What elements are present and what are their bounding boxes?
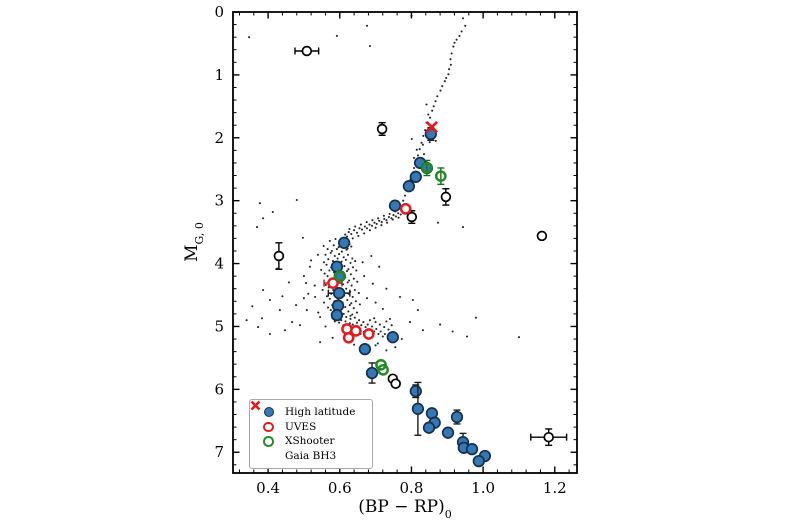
svg-text:0.8: 0.8 <box>400 479 424 497</box>
legend-item-xshooter: XShooter <box>261 435 368 448</box>
x-axis-label-main: (BP − RP) <box>358 497 445 517</box>
series-uves <box>323 203 412 344</box>
svg-text:6: 6 <box>214 380 224 398</box>
series-high-latitude <box>327 127 492 468</box>
legend-item-high-latitude: High latitude <box>261 406 368 419</box>
high-latitude-marker-icon <box>261 407 276 418</box>
legend-label: XShooter <box>285 435 335 448</box>
svg-text:1.0: 1.0 <box>471 479 495 497</box>
axes <box>232 11 578 474</box>
uves-marker-icon <box>261 421 276 432</box>
svg-text:5: 5 <box>214 317 224 335</box>
svg-text:7: 7 <box>214 443 224 461</box>
y-axis-label-main: M <box>181 244 202 262</box>
legend-item-gaia-bh3: Gaia BH3 <box>250 400 368 462</box>
svg-text:4: 4 <box>214 255 224 273</box>
legend-label: Gaia BH3 <box>285 449 337 462</box>
svg-text:1: 1 <box>214 66 224 84</box>
legend: High latitude UVES XShooter Gaia BH3 <box>249 399 373 469</box>
series-gaia-bh3 <box>425 120 439 134</box>
legend-label: High latitude <box>285 406 356 419</box>
series-xshooter <box>333 159 447 376</box>
svg-text:1.2: 1.2 <box>543 479 567 497</box>
x-axis-label: (BP − RP)0 <box>233 497 577 522</box>
legend-label: UVES <box>285 420 317 433</box>
legend-item-uves: UVES <box>261 420 368 433</box>
svg-text:0.6: 0.6 <box>328 479 352 497</box>
y-axis-label: MG, 0 <box>181 222 207 262</box>
xshooter-marker-icon <box>261 436 276 447</box>
svg-text:3: 3 <box>214 192 224 210</box>
svg-text:0.4: 0.4 <box>256 479 280 497</box>
series-background-dots <box>245 14 521 352</box>
svg-text:2: 2 <box>214 129 224 147</box>
x-axis-label-sub: 0 <box>444 508 452 522</box>
series-comparison <box>273 45 568 447</box>
tick-labels: 0.4 0.6 0.8 1.0 1.2 0 1 2 3 4 5 6 7 <box>214 3 566 497</box>
y-axis-label-sub: G, 0 <box>193 222 207 245</box>
svg-text:0: 0 <box>214 3 224 21</box>
